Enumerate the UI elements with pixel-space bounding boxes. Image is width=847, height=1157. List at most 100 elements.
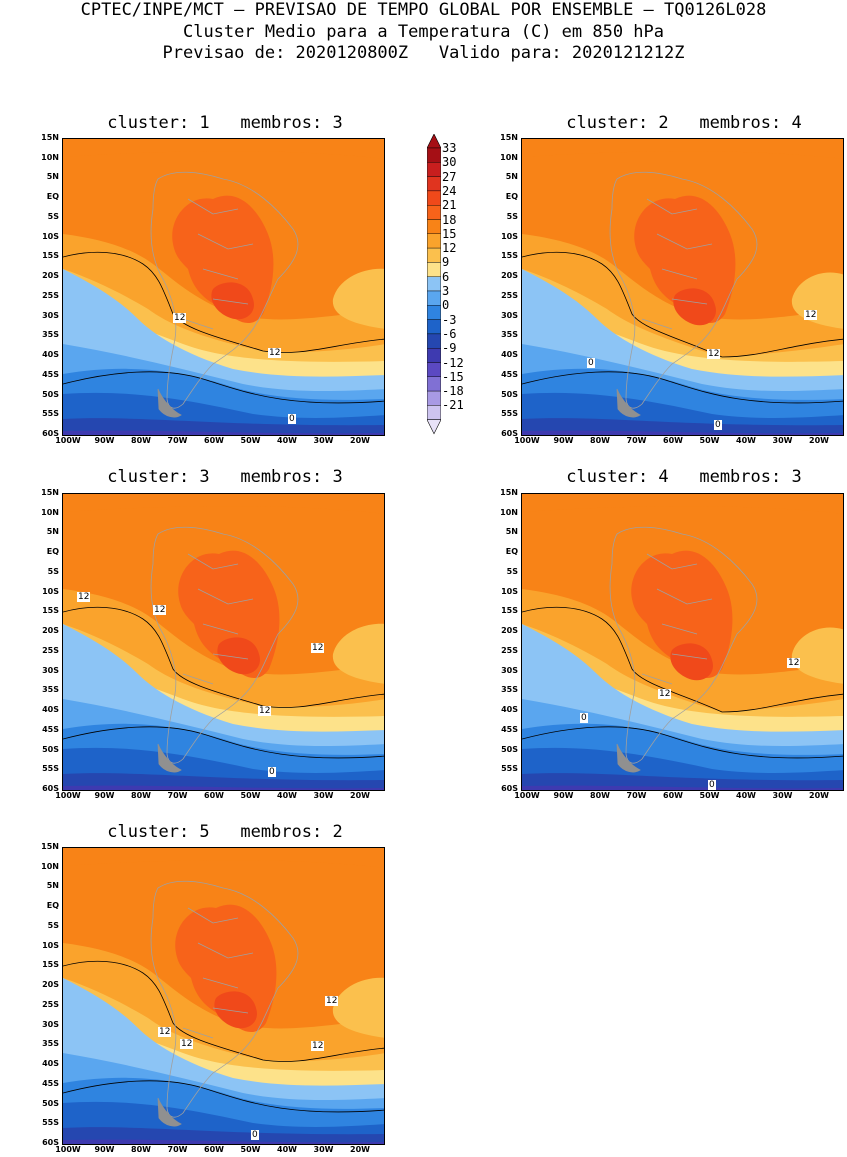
panel-title: cluster: 3 membros: 3	[107, 467, 343, 487]
latitude-label: 15S	[501, 251, 518, 261]
latitude-label: 10S	[501, 586, 518, 596]
contour-label: 0	[708, 780, 716, 790]
longitude-label: 70W	[167, 436, 188, 445]
latitude-label: 40S	[501, 705, 518, 715]
latitude-label: 55S	[42, 1118, 59, 1128]
contour-label: 12	[258, 706, 272, 716]
latitude-label: 10N	[500, 507, 518, 517]
longitude-label: 90W	[94, 791, 115, 800]
colorbar-swatch	[427, 333, 441, 349]
colorbar-swatch	[427, 347, 441, 363]
latitude-label: 35S	[501, 330, 518, 340]
colorbar-swatch	[427, 405, 441, 420]
latitude-label: 5S	[47, 920, 59, 930]
colorbar-tick-label: -21	[442, 398, 464, 413]
longitude-label: 40W	[277, 436, 297, 445]
contour-label: 0	[251, 1130, 259, 1140]
latitude-label: 40S	[42, 1059, 59, 1069]
latitude-label: EQ	[505, 192, 518, 202]
longitude-label: 50W	[699, 436, 720, 445]
latitude-label: 20S	[501, 626, 518, 636]
longitude-label: 20W	[350, 791, 370, 800]
panel-title: cluster: 1 membros: 3	[107, 113, 343, 133]
latitude-label: 35S	[501, 685, 518, 695]
map-panel: 12 12 0 0	[521, 493, 844, 791]
longitude-label: 60W	[663, 436, 683, 445]
colorbar-swatch	[427, 390, 441, 406]
latitude-label: 35S	[42, 685, 59, 695]
longitude-label: 50W	[240, 436, 261, 445]
colorbar-swatch	[427, 219, 441, 235]
longitude-label: 100W	[55, 436, 81, 445]
latitude-label: 5S	[506, 211, 518, 221]
latitude-label: 20S	[42, 271, 59, 281]
latitude-label: 60S	[42, 429, 59, 438]
colorbar-tick-label: -3	[442, 312, 457, 327]
colorbar-swatch	[427, 190, 441, 206]
latitude-label: 10N	[41, 507, 59, 517]
colorbar-tick-label: 21	[442, 198, 457, 213]
latitude-label: 50S	[501, 389, 518, 399]
latitude-label: 55S	[501, 764, 518, 774]
latitude-label: 5N	[46, 881, 59, 891]
header-line-3: Previsao de: 2020120800Z Valido para: 20…	[162, 43, 685, 63]
latitude-label: 40S	[501, 350, 518, 360]
contour-label: 12	[658, 689, 672, 699]
longitude-label: 60W	[204, 436, 224, 445]
colorbar-tick-label: -6	[442, 326, 457, 341]
longitude-label: 90W	[94, 436, 115, 445]
longitude-label: 80W	[131, 1145, 151, 1154]
longitude-label: 40W	[277, 1145, 297, 1154]
contour-label: 12	[325, 996, 339, 1006]
latitude-label: 25S	[501, 290, 518, 300]
temperature-map	[63, 494, 384, 790]
longitude-label: 30W	[313, 1145, 334, 1154]
map-panel: 12 12 12 12 0	[62, 847, 385, 1145]
map-panel: 12 12 0 0	[521, 138, 844, 436]
header-line-1: CPTEC/INPE/MCT — PREVISAO DE TEMPO GLOBA…	[80, 0, 767, 20]
latitude-label: 5S	[47, 566, 59, 576]
colorbar-swatch	[427, 290, 441, 306]
contour-label: 12	[158, 1027, 172, 1037]
contour-label: 0	[288, 414, 296, 424]
latitude-label: 5N	[505, 172, 518, 182]
latitude-label: 15N	[500, 133, 518, 142]
latitude-label: EQ	[46, 547, 59, 557]
latitude-label: 15N	[41, 842, 59, 851]
latitude-label: 25S	[42, 645, 59, 655]
colorbar-swatch	[427, 276, 441, 292]
map-panel: 12 12 12 12 0	[62, 493, 385, 791]
latitude-label: 15S	[501, 606, 518, 616]
panel-title: cluster: 4 membros: 3	[566, 467, 802, 487]
longitude-label: 30W	[313, 436, 334, 445]
latitude-label: 5N	[46, 527, 59, 537]
longitude-label: 20W	[350, 1145, 370, 1154]
latitude-label: 15S	[42, 606, 59, 616]
longitude-label: 70W	[167, 791, 188, 800]
colorbar-swatch	[427, 204, 441, 220]
contour-label: 12	[153, 605, 167, 615]
longitude-label: 80W	[131, 791, 151, 800]
latitude-label: 45S	[501, 724, 518, 734]
contour-label: 12	[311, 643, 325, 653]
latitude-label: 5N	[505, 527, 518, 537]
latitude-label: 55S	[42, 409, 59, 419]
latitude-label: 60S	[501, 784, 518, 793]
latitude-label: 30S	[501, 310, 518, 320]
colorbar-tick-label: 30	[442, 155, 457, 170]
latitude-label: 10N	[41, 152, 59, 162]
longitude-label: 20W	[350, 436, 370, 445]
latitude-label: 50S	[42, 1098, 59, 1108]
colorbar-swatch	[427, 305, 441, 320]
longitude-label: 60W	[204, 1145, 224, 1154]
temperature-map	[63, 139, 384, 435]
latitude-label: 20S	[42, 980, 59, 990]
contour-label: 12	[180, 1039, 194, 1049]
latitude-label: 50S	[42, 744, 59, 754]
longitude-label: 80W	[590, 436, 610, 445]
contour-label: 12	[707, 349, 721, 359]
colorbar-tick-label: 24	[442, 183, 457, 198]
latitude-label: 40S	[42, 350, 59, 360]
latitude-label: 45S	[501, 369, 518, 379]
colorbar-tick-label: 33	[442, 141, 457, 155]
